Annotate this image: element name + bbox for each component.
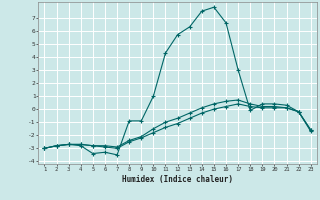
X-axis label: Humidex (Indice chaleur): Humidex (Indice chaleur)	[122, 175, 233, 184]
